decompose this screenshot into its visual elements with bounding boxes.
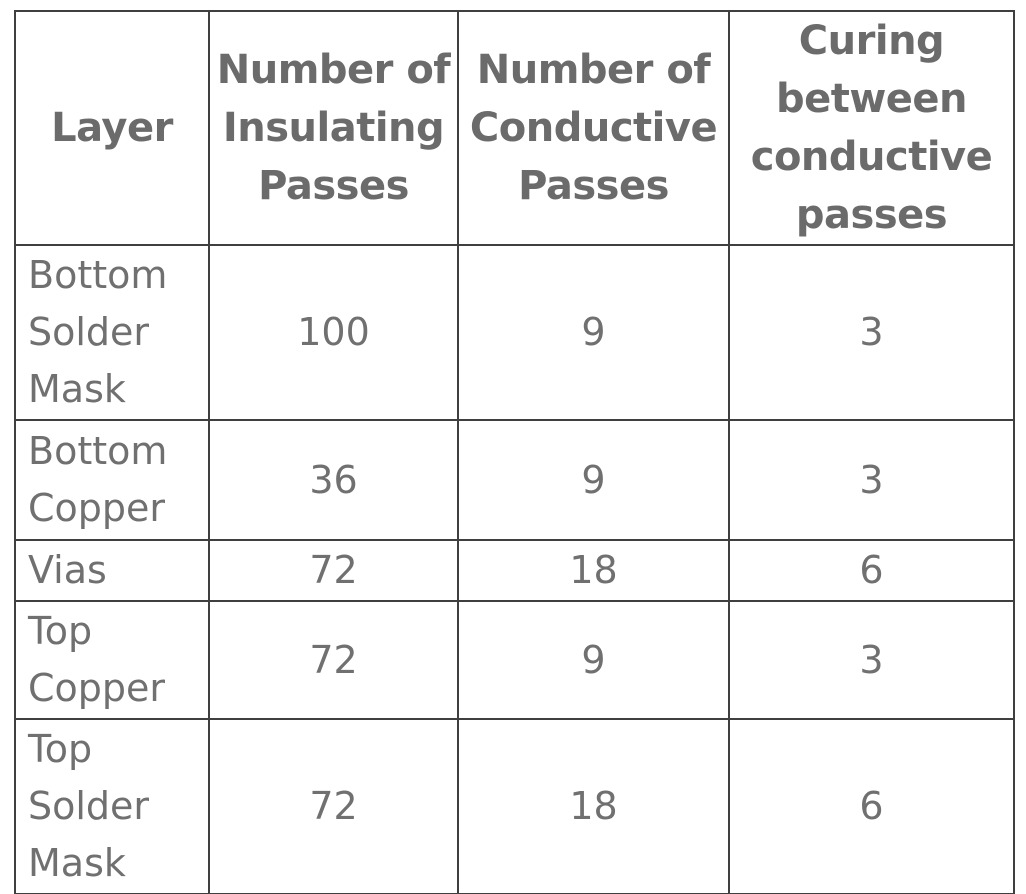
table-row-bottom-solder-mask: Bottom Solder Mask 100 9 3 <box>14 244 1015 421</box>
layer-passes-table: Layer Number of Insulating Passes Number… <box>14 10 1015 894</box>
curing-value: 3 <box>728 419 1015 541</box>
curing-value: 3 <box>728 600 1015 720</box>
layer-name: Vias <box>14 539 210 602</box>
column-header-conductive-passes: Number of Conductive Passes <box>457 10 730 246</box>
conductive-passes-value: 9 <box>457 419 730 541</box>
insulating-passes-value: 72 <box>208 539 459 602</box>
insulating-passes-value: 36 <box>208 419 459 541</box>
conductive-passes-value: 18 <box>457 539 730 602</box>
layer-name: Top Copper <box>14 600 210 720</box>
conductive-passes-value: 9 <box>457 244 730 421</box>
column-header-layer: Layer <box>14 10 210 246</box>
insulating-passes-value: 100 <box>208 244 459 421</box>
conductive-passes-value: 9 <box>457 600 730 720</box>
table-row-top-solder-mask: Top Solder Mask 72 18 6 <box>14 718 1015 894</box>
layer-name: Bottom Copper <box>14 419 210 541</box>
header-row: Layer Number of Insulating Passes Number… <box>14 10 1015 246</box>
layer-name: Bottom Solder Mask <box>14 244 210 421</box>
insulating-passes-value: 72 <box>208 718 459 894</box>
insulating-passes-value: 72 <box>208 600 459 720</box>
curing-value: 3 <box>728 244 1015 421</box>
table-row-vias: Vias 72 18 6 <box>14 539 1015 602</box>
table-row-bottom-copper: Bottom Copper 36 9 3 <box>14 419 1015 541</box>
column-header-curing: Curing between conductive passes <box>728 10 1015 246</box>
table-row-top-copper: Top Copper 72 9 3 <box>14 600 1015 720</box>
layer-name: Top Solder Mask <box>14 718 210 894</box>
curing-value: 6 <box>728 718 1015 894</box>
column-header-insulating-passes: Number of Insulating Passes <box>208 10 459 246</box>
curing-value: 6 <box>728 539 1015 602</box>
conductive-passes-value: 18 <box>457 718 730 894</box>
